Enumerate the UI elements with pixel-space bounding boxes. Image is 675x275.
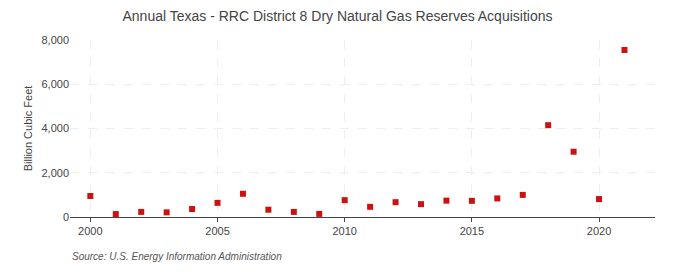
svg-text:2,000: 2,000 xyxy=(41,167,69,179)
svg-text:Annual Texas - RRC District 8: Annual Texas - RRC District 8 Dry Natura… xyxy=(122,8,552,24)
svg-text:Billion Cubic Feet: Billion Cubic Feet xyxy=(22,86,34,172)
svg-text:8,000: 8,000 xyxy=(41,34,69,46)
svg-text:2005: 2005 xyxy=(205,225,229,237)
svg-text:2015: 2015 xyxy=(460,225,484,237)
svg-text:2000: 2000 xyxy=(78,225,102,237)
svg-text:4,000: 4,000 xyxy=(41,122,69,134)
svg-text:0: 0 xyxy=(63,211,69,223)
svg-text:Source: U.S. Energy Informatio: Source: U.S. Energy Information Administ… xyxy=(72,251,282,262)
svg-text:6,000: 6,000 xyxy=(41,78,69,90)
svg-text:2020: 2020 xyxy=(587,225,611,237)
svg-text:2010: 2010 xyxy=(332,225,356,237)
